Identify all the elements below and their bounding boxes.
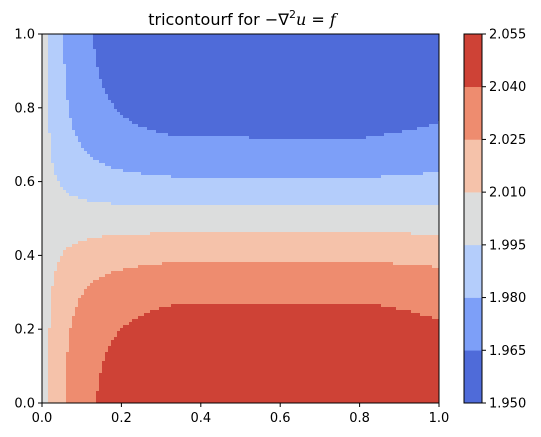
- y-tick-label: 0.2: [14, 323, 35, 338]
- colorbar-tick-label: 1.965: [489, 344, 526, 359]
- title-prefix: tricontourf for: [148, 10, 265, 29]
- title-minus: −: [265, 10, 278, 29]
- title-power: 2: [289, 8, 296, 21]
- title-equals: =: [306, 10, 330, 29]
- colorbar-axis: 1.950 1.965 1.980 1.995 2.010 2.025 2.040 2.055: [482, 28, 526, 412]
- colorbar-band: [464, 86, 482, 140]
- x-tick-label: 0.8: [349, 411, 370, 426]
- colorbar: [464, 34, 482, 404]
- y-tick-label: 0.0: [14, 397, 35, 412]
- y-tick-label: 1.0: [14, 28, 35, 43]
- chart-title: tricontourf for −∇2u = f: [148, 8, 339, 29]
- colorbar-tick-label: 1.995: [489, 238, 526, 253]
- colorbar-tick-label: 2.010: [489, 186, 526, 201]
- x-tick-label: 0.0: [32, 411, 53, 426]
- colorbar-frame: [463, 33, 483, 404]
- title-f: f: [329, 10, 339, 29]
- colorbar-tick-label: 1.980: [489, 291, 526, 306]
- colorbar-band: [464, 297, 482, 351]
- plot-frame: [41, 33, 440, 404]
- colorbar-tick-label: 1.950: [489, 397, 526, 412]
- colorbar-band: [464, 34, 482, 88]
- colorbar-band: [464, 192, 482, 246]
- y-tick-label: 0.6: [14, 175, 35, 190]
- plot-area: [42, 34, 440, 404]
- colorbar-band: [464, 350, 482, 404]
- colorbar-band: [464, 139, 482, 193]
- x-tick-label: 1.0: [429, 411, 450, 426]
- x-axis: 0.0 0.2 0.4 0.6 0.8 1.0: [32, 403, 450, 426]
- y-axis: 0.0 0.2 0.4 0.6 0.8 1.0: [14, 28, 42, 412]
- title-u: u: [296, 10, 306, 29]
- title-nabla: ∇: [277, 10, 289, 29]
- x-tick-label: 0.6: [270, 411, 291, 426]
- colorbar-tick-label: 2.040: [489, 80, 526, 95]
- colorbar-tick-label: 2.025: [489, 133, 526, 148]
- x-tick-label: 0.4: [190, 411, 211, 426]
- x-tick-label: 0.2: [111, 411, 132, 426]
- y-tick-label: 0.8: [14, 101, 35, 116]
- y-tick-label: 0.4: [14, 249, 35, 264]
- colorbar-band: [464, 244, 482, 298]
- colorbar-tick-label: 2.055: [489, 28, 526, 43]
